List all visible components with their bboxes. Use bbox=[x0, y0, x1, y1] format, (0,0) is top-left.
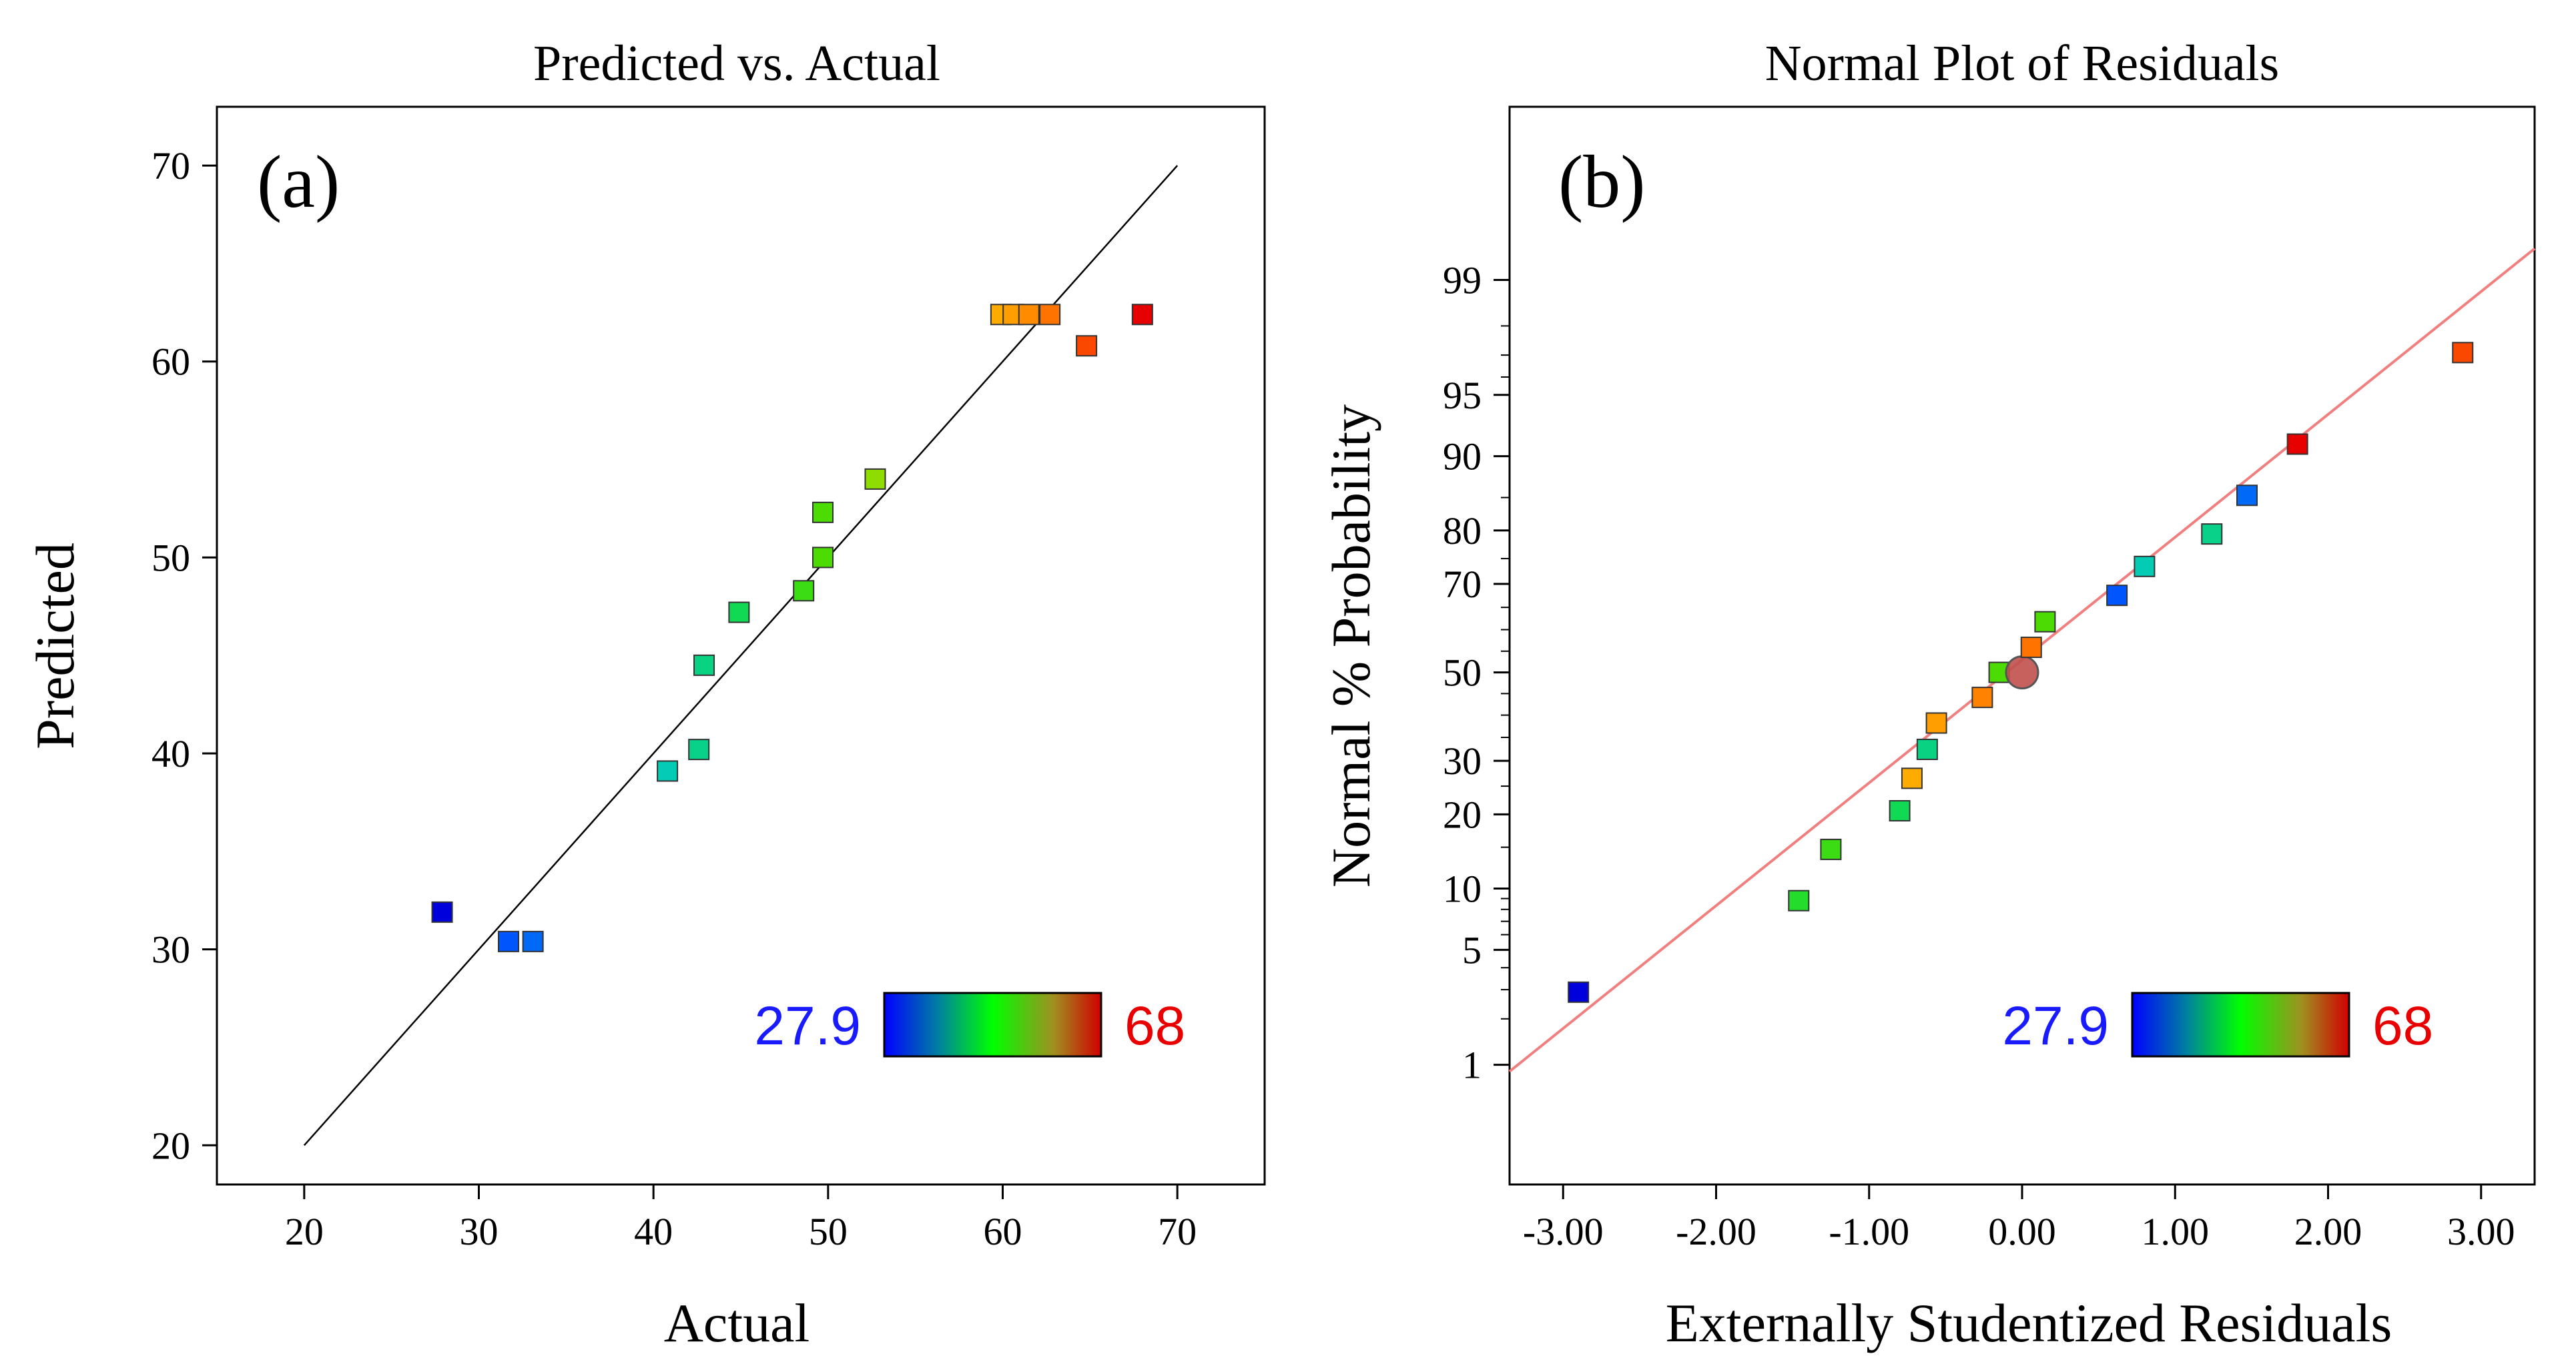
panel-a-x-tick-label: 70 bbox=[1158, 1210, 1197, 1253]
panel-b-y-tick-label: 50 bbox=[1443, 651, 1482, 695]
panel-a-data-point bbox=[793, 580, 815, 602]
panel-a-x-tick-label: 40 bbox=[634, 1210, 673, 1253]
panel-b-y-tick-label: 1 bbox=[1462, 1044, 1482, 1087]
panel-a-x-tick-label: 20 bbox=[285, 1210, 324, 1253]
panel-b-data-point bbox=[2106, 585, 2128, 607]
panel-b-data-point bbox=[2020, 637, 2042, 659]
panel-b: Normal Plot of Residuals (b) -3.00 -2.00-… bbox=[1321, 35, 2536, 1353]
panel-a-y-tick-label: 40 bbox=[151, 732, 190, 775]
panel-b-data-point bbox=[2034, 611, 2056, 633]
panel-b-data-point bbox=[1916, 738, 1938, 760]
panel-b-data-point bbox=[1889, 799, 1911, 821]
panel-b-legend-max: 68 bbox=[2372, 996, 2433, 1056]
panel-a-x-tick-label: 60 bbox=[984, 1210, 1022, 1253]
panel-b-data-point bbox=[1568, 981, 1590, 1003]
panel-a-data-point bbox=[522, 930, 544, 952]
panel-a-y-tick-label: 20 bbox=[151, 1124, 190, 1167]
panel-a-data-point bbox=[728, 601, 750, 623]
panel-a-x-tick-label: 50 bbox=[809, 1210, 848, 1253]
panel-b-data-point bbox=[1925, 712, 1947, 734]
panel-b-y-axis: 1 5 10 20 30 50 70 80 90 95 99 bbox=[1443, 258, 1510, 1087]
panel-b-x-tick-label: 1.00 bbox=[2142, 1210, 2210, 1253]
panel-b-y-tick-label: 10 bbox=[1443, 868, 1482, 911]
panel-a-data-point bbox=[1039, 304, 1061, 326]
panel-b-y-label: Normal % Probability bbox=[1321, 404, 1381, 888]
panel-a-x-tick-label: 30 bbox=[460, 1210, 499, 1253]
panel-b-legend-min: 27.9 bbox=[2002, 996, 2109, 1056]
panel-a-label: (a) bbox=[257, 141, 340, 224]
panel-b-colorbar bbox=[2131, 992, 2350, 1058]
panel-a-x-label: Actual bbox=[664, 1293, 810, 1353]
panel-b-data-point bbox=[2236, 484, 2258, 506]
panel-b-color-legend: 27.9 68 bbox=[2002, 992, 2433, 1058]
panel-a-colorbar bbox=[883, 992, 1102, 1058]
panel-a-title: Predicted vs. Actual bbox=[533, 35, 940, 91]
panel-b-x-tick-label: -1.00 bbox=[1829, 1210, 1909, 1253]
panel-b-y-tick-label: 80 bbox=[1443, 509, 1482, 553]
panel-b-data-point bbox=[2201, 523, 2223, 545]
panel-a-data-point bbox=[1131, 304, 1153, 326]
panel-b-points bbox=[1568, 342, 2474, 1003]
panel-a-y-tick-label: 70 bbox=[151, 144, 190, 188]
panel-a-points bbox=[431, 304, 1153, 952]
panel-a-plot-frame bbox=[216, 105, 1266, 1186]
panel-a-y-tick-label: 30 bbox=[151, 928, 190, 972]
panel-a-y-axis: 20 30 40 50 60 70 bbox=[151, 144, 217, 1167]
panel-b-data-point bbox=[2134, 555, 2156, 577]
panel-a-data-point bbox=[1018, 304, 1040, 326]
panel-a-data-point bbox=[812, 501, 834, 523]
panel-a-legend-max: 68 bbox=[1124, 996, 1185, 1056]
panel-a-x-axis: 20 30 40 50 60 70 bbox=[285, 1184, 1197, 1253]
panel-a-y-tick-label: 60 bbox=[151, 340, 190, 384]
panel-b-data-point bbox=[1820, 838, 1842, 860]
panel-b-x-tick-label: 3.00 bbox=[2447, 1210, 2515, 1253]
panel-b-x-tick-label: -3.00 bbox=[1523, 1210, 1604, 1253]
panel-b-y-tick-label: 30 bbox=[1443, 739, 1482, 783]
panel-b-x-label: Externally Studentized Residuals bbox=[1666, 1293, 2392, 1353]
panel-b-data-point bbox=[2286, 433, 2308, 455]
panel-b-data-point bbox=[1971, 687, 1993, 709]
panel-b-center-point bbox=[2005, 655, 2039, 690]
panel-a-data-point bbox=[657, 760, 679, 782]
panel-a: Predicted vs. Actual (a) 20 30 40 50 60 70 20… bbox=[25, 35, 1266, 1353]
panel-a-legend-min: 27.9 bbox=[754, 996, 861, 1056]
panel-b-x-axis: -3.00 -2.00 -1.00 0.00 1.00 2.00 3.00 bbox=[1523, 1184, 2515, 1253]
panel-a-y-label: Predicted bbox=[25, 543, 85, 749]
panel-a-reference-line bbox=[303, 165, 1179, 1146]
panel-b-data-point bbox=[1788, 890, 1810, 912]
panel-a-data-point bbox=[688, 739, 710, 761]
panel-a-data-point bbox=[812, 547, 834, 569]
panel-b-x-tick-label: -2.00 bbox=[1676, 1210, 1756, 1253]
panel-a-data-point bbox=[1076, 335, 1098, 357]
panel-b-label: (b) bbox=[1558, 141, 1646, 224]
panel-b-data-point bbox=[1901, 767, 1923, 789]
panel-b-y-tick-label: 95 bbox=[1443, 374, 1482, 417]
panel-b-title: Normal Plot of Residuals bbox=[1765, 35, 2280, 91]
panel-a-data-point bbox=[497, 930, 519, 952]
panel-a-data-point bbox=[864, 468, 886, 490]
panel-a-data-point bbox=[431, 901, 453, 923]
panel-b-x-tick-label: 2.00 bbox=[2294, 1210, 2362, 1253]
panel-b-y-tick-label: 90 bbox=[1443, 435, 1482, 478]
panel-b-x-tick-label: 0.00 bbox=[1988, 1210, 2056, 1253]
panel-b-y-tick-label: 5 bbox=[1462, 928, 1482, 972]
panel-a-y-tick-label: 50 bbox=[151, 536, 190, 579]
panel-a-color-legend: 27.9 68 bbox=[754, 992, 1185, 1058]
panel-b-y-tick-label: 99 bbox=[1443, 258, 1482, 302]
panel-a-data-point bbox=[693, 654, 715, 676]
panel-b-y-tick-label: 20 bbox=[1443, 793, 1482, 836]
panel-b-data-point bbox=[2452, 342, 2474, 364]
panel-b-y-tick-label: 70 bbox=[1443, 563, 1482, 606]
